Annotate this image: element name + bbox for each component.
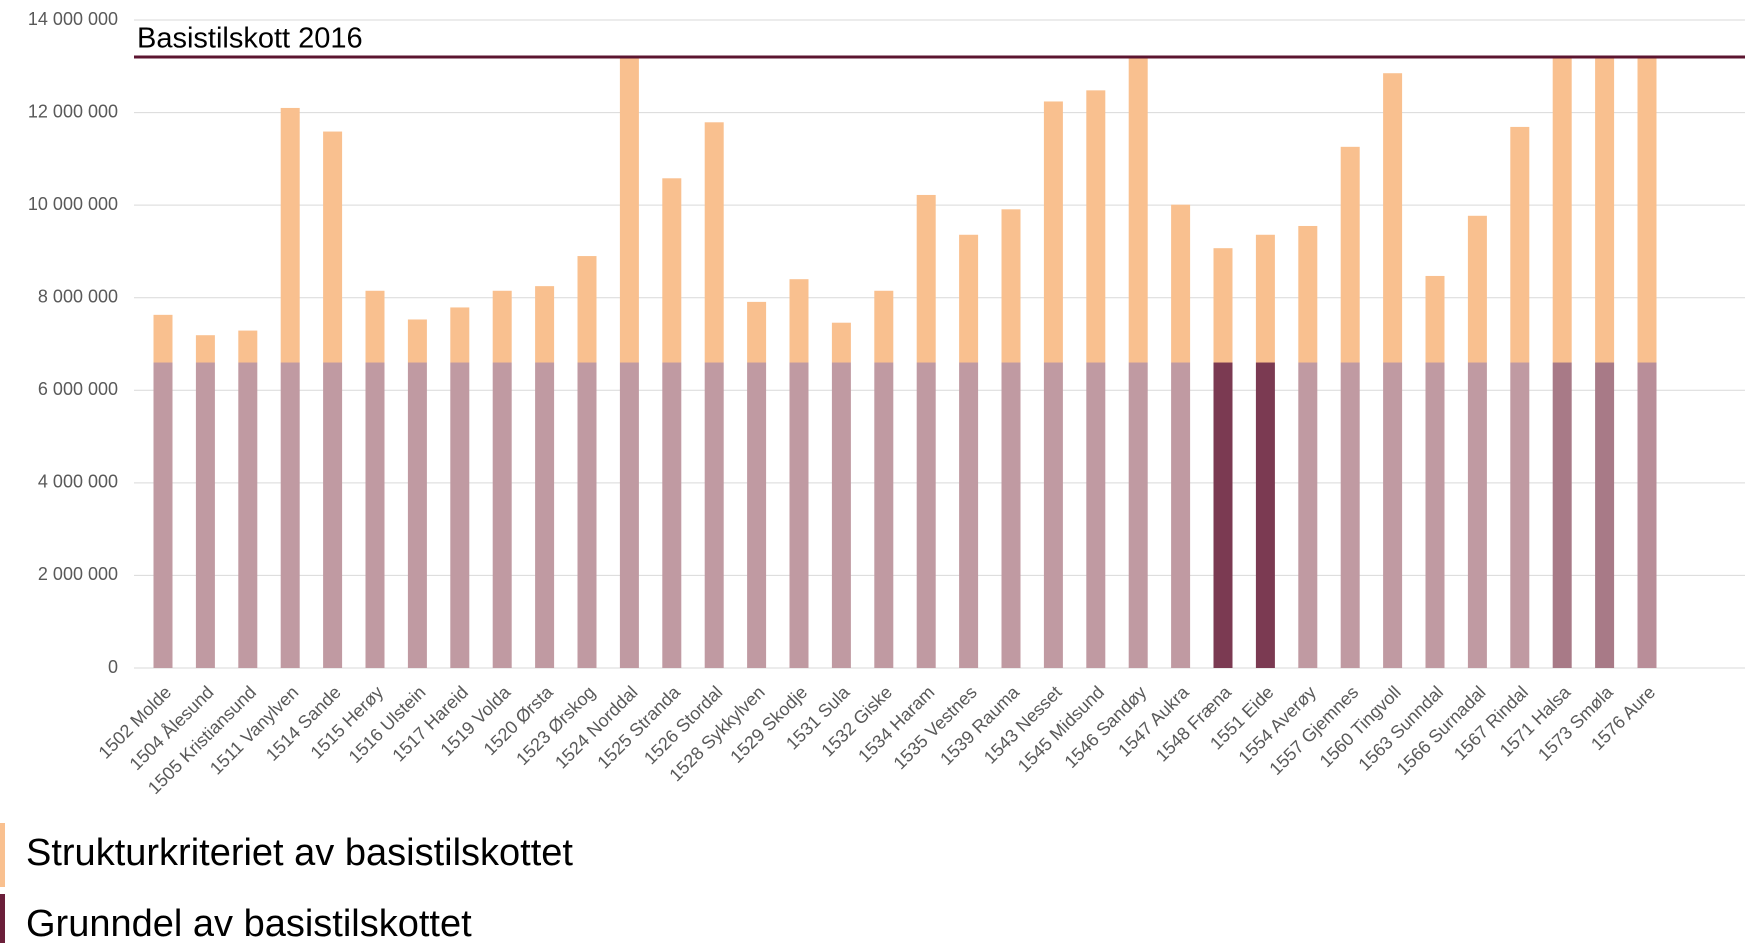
bar-segment [1425,362,1445,668]
y-tick-label: 8 000 000 [38,286,118,306]
bar-segment [1552,362,1572,668]
bar-segment [874,290,894,363]
legend-label: Strukturkriteriet av basistilskottet [26,832,573,874]
bar-segment [1467,362,1487,668]
bar-segment [1128,362,1148,668]
legend-swatch [0,823,5,887]
bar-segment [1340,362,1360,668]
y-tick-label: 4 000 000 [38,472,118,492]
bar-segment [450,362,470,668]
bar-segment [1595,57,1615,363]
bar-segment [407,319,427,363]
bar-segment [619,57,639,363]
bar-segment [1086,90,1106,363]
bar-segment [492,362,512,668]
bar-segment [577,256,597,363]
bar-segment [747,301,767,363]
bar-segment [1213,362,1233,668]
bar-segment [407,362,427,668]
y-tick-label: 2 000 000 [38,564,118,584]
bar-segment [831,322,851,363]
bar-segment [789,279,809,363]
bar-segment [959,234,979,363]
bar-segment [1552,57,1572,363]
y-tick-label: 12 000 000 [28,101,118,121]
bar-segment [1171,204,1191,363]
bar-segment [450,307,470,363]
bar-segment [1043,362,1063,668]
bar-segment [535,362,555,668]
bar-segment [323,362,343,668]
bar-segment [577,362,597,668]
bar-segment [195,362,215,668]
bar-segment [1595,362,1615,668]
bar-segment [1383,73,1403,363]
bar-segment [1213,248,1233,363]
bar-segment [1637,362,1657,668]
bar-segment [1001,209,1021,363]
reference-label: Basistilskott 2016 [137,23,363,55]
bar-segment [1340,146,1360,363]
bar-segment [153,314,173,363]
y-tick-label: 10 000 000 [28,194,118,214]
bar-segment [874,362,894,668]
bar-segment [195,335,215,363]
bar-segment [492,290,512,363]
bar-segment [1255,362,1275,668]
bar-segment [153,362,173,668]
bar-segment [662,362,682,668]
y-tick-label: 14 000 000 [28,9,118,29]
bar-segment [747,362,767,668]
bar-segment [323,131,343,363]
bar-segment [831,362,851,668]
bar-segment [1001,362,1021,668]
bar-segment [535,286,555,363]
bar-segment [1510,126,1530,363]
legend-label: Grunndel av basistilskottet [26,903,472,943]
bar-segment [1298,362,1318,668]
bar-segment [1383,362,1403,668]
bar-segment [959,362,979,668]
bar-segment [1637,57,1657,363]
bar-segment [280,107,300,363]
bar-segment [1086,362,1106,668]
y-tick-label: 0 [108,657,118,677]
bar-segment [365,362,385,668]
bar-segment [916,362,936,668]
bar-segment [1171,362,1191,668]
bar-segment [1043,101,1063,363]
bar-segment [789,362,809,668]
bar-segment [1255,234,1275,363]
bar-segment [280,362,300,668]
bar-segment [1425,275,1445,363]
bar-segment [238,362,258,668]
bar-segment [1298,225,1318,363]
bar-segment [1467,215,1487,363]
bar-segment [1128,57,1148,363]
bar-segment [365,290,385,363]
legend-swatch [0,894,5,943]
bar-segment [238,330,258,363]
bar-segment [704,122,724,363]
bar-segment [704,362,724,668]
bar-segment [1510,362,1530,668]
bar-segment [916,194,936,363]
y-tick-label: 6 000 000 [38,379,118,399]
bar-segment [619,362,639,668]
bar-segment [662,178,682,363]
